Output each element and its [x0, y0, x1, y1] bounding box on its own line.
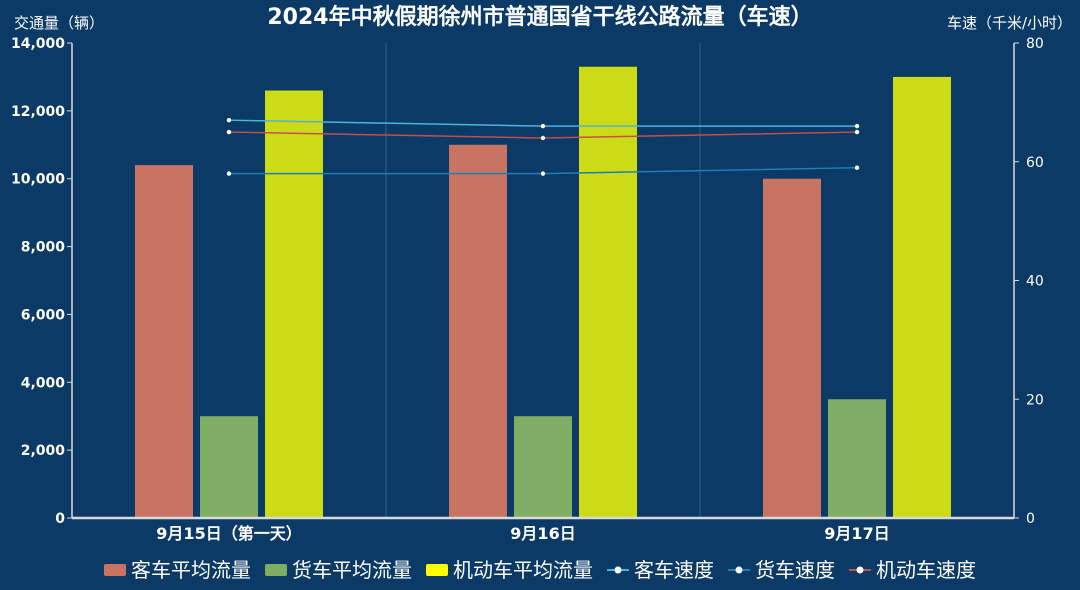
- y2-tick-label: 40: [1026, 274, 1044, 290]
- y-tick-label: 0: [55, 511, 65, 527]
- legend-label-4: 客车速度: [634, 558, 714, 582]
- x-category-label: 9月16日: [510, 524, 575, 543]
- y2-tick-label: 0: [1026, 511, 1035, 527]
- y-tick-label: 10,000: [11, 172, 65, 188]
- speed-point-3-3: [854, 129, 860, 135]
- speed-point-3-2: [540, 135, 546, 141]
- legend-marker-6: [856, 566, 864, 574]
- speed-point-1-3: [854, 123, 860, 129]
- legend-swatch-1: [104, 564, 126, 576]
- legend-marker-5: [735, 566, 743, 574]
- y-tick-label: 6,000: [21, 307, 66, 323]
- speed-point-1-2: [540, 123, 546, 129]
- legend-swatch-2: [265, 564, 287, 576]
- y2-tick-label: 80: [1026, 36, 1044, 52]
- speed-point-2-3: [854, 165, 860, 170]
- legend-label-2: 货车平均流量: [292, 558, 412, 582]
- bar-1-1: [135, 165, 193, 518]
- bar-3-3: [893, 76, 951, 518]
- bar-1-3: [763, 178, 821, 518]
- legend-marker-4: [614, 566, 622, 574]
- y-tick-label: 12,000: [11, 104, 65, 120]
- bar-2-2: [514, 416, 572, 518]
- legend-label-1: 客车平均流量: [131, 558, 251, 582]
- bar-1-2: [449, 144, 507, 519]
- y2-axis-label: 车速（千米/小时）: [947, 14, 1072, 32]
- y2-tick-label: 20: [1026, 392, 1044, 408]
- speed-point-3-1: [226, 129, 232, 135]
- speed-point-1-1: [226, 117, 232, 123]
- speed-point-2-2: [540, 171, 546, 176]
- y-axis-label: 交通量（辆）: [14, 14, 104, 32]
- y-tick-label: 14,000: [11, 36, 65, 52]
- x-category-label: 9月15日（第一天）: [156, 524, 301, 543]
- y2-tick-label: 60: [1026, 155, 1044, 171]
- x-category-label: 9月17日: [824, 524, 889, 543]
- legend-label-3: 机动车平均流量: [453, 558, 593, 582]
- legend-swatch-3: [426, 564, 448, 576]
- bar-2-1: [200, 416, 258, 518]
- speed-point-2-1: [226, 171, 232, 176]
- chart-title: 2024年中秋假期徐州市普通国省干线公路流量（车速）: [267, 4, 812, 30]
- legend-label-6: 机动车速度: [876, 558, 976, 582]
- y-tick-label: 8,000: [21, 240, 66, 256]
- bar-3-2: [579, 66, 637, 518]
- legend-label-5: 货车速度: [755, 558, 835, 582]
- y-tick-label: 2,000: [21, 443, 66, 459]
- bar-2-3: [828, 399, 886, 518]
- y-tick-label: 4,000: [21, 375, 66, 391]
- bar-3-1: [265, 90, 323, 518]
